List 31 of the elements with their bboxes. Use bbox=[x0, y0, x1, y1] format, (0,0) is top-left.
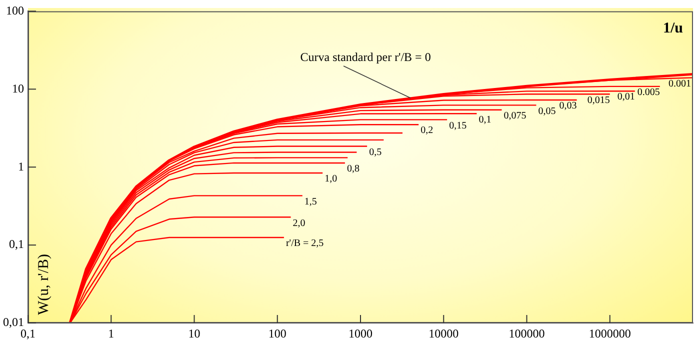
x-tick-label: 1000 bbox=[348, 326, 372, 340]
series-label: 1,0 bbox=[324, 174, 338, 185]
y-tick-label: 0,1 bbox=[9, 237, 24, 252]
x-tick-label: 1000000 bbox=[588, 326, 631, 340]
y-tick-label: 1 bbox=[18, 159, 24, 174]
x-tick-label: 100000 bbox=[508, 326, 545, 340]
series-label: 0,015 bbox=[587, 94, 610, 106]
series-label: 0.005 bbox=[637, 87, 660, 98]
y-tick-label: 10 bbox=[12, 81, 24, 96]
x-tick-label: 10 bbox=[188, 326, 200, 340]
y-axis-title: W(u, r'/B) bbox=[36, 254, 52, 315]
annotation: Curva standard per r'/B = 0 bbox=[300, 50, 431, 64]
series-label: 0,15 bbox=[449, 120, 467, 132]
x-tick-label: 10000 bbox=[428, 326, 459, 340]
x-axis-title: 1/u bbox=[662, 20, 683, 37]
x-tick-label: 100 bbox=[268, 326, 286, 340]
series-label: 0,03 bbox=[559, 100, 577, 112]
series-label: 1,5 bbox=[304, 196, 317, 208]
series-label: 0.001 bbox=[668, 78, 691, 90]
series-label: r'/B = 2,5 bbox=[286, 238, 324, 250]
series-label: 0,01 bbox=[617, 92, 635, 103]
series-label: 0,2 bbox=[420, 125, 434, 136]
series-label: 0,8 bbox=[346, 164, 360, 175]
y-tick-label: 0,01 bbox=[3, 315, 24, 330]
x-tick-label: 1 bbox=[108, 326, 114, 340]
y-tick-label: 100 bbox=[6, 3, 24, 18]
series-label: 0,05 bbox=[538, 106, 556, 117]
series-label: 0,075 bbox=[504, 110, 526, 122]
series-label: 2,0 bbox=[292, 218, 306, 229]
series-label: 0,5 bbox=[369, 146, 382, 158]
series-label: 0,1 bbox=[478, 114, 492, 126]
